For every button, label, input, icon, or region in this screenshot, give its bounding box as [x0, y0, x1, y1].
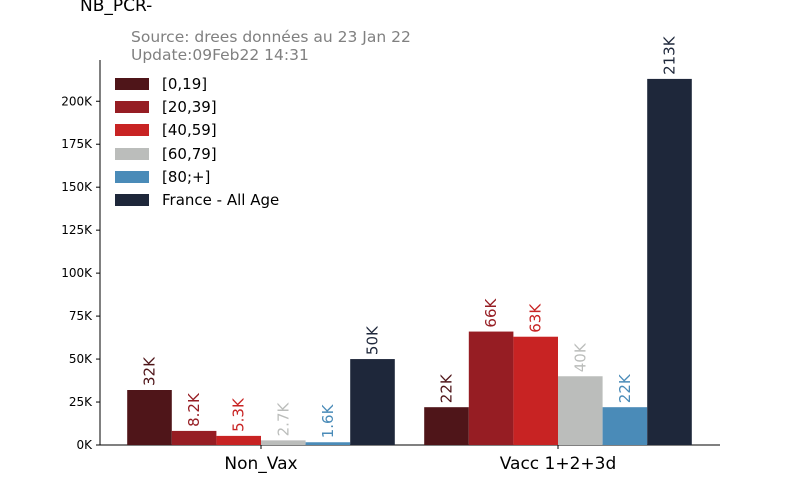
- bar: [647, 78, 692, 445]
- legend-label: [20,39]: [162, 97, 217, 116]
- legend-item: [80;+]: [115, 165, 279, 188]
- y-tick-label: 150K: [61, 180, 93, 194]
- legend-swatch: [115, 147, 149, 160]
- legend-label: [40,59]: [162, 121, 217, 140]
- bar: [513, 336, 558, 445]
- bar-data-label: 32K: [141, 356, 159, 386]
- bar-data-label: 66K: [482, 297, 500, 327]
- legend-swatch: [115, 100, 149, 113]
- bar: [468, 331, 514, 445]
- y-tick-label: 100K: [61, 266, 93, 280]
- legend-swatch: [115, 194, 149, 207]
- bar: [261, 440, 306, 445]
- bar-data-label: 22K: [438, 373, 456, 403]
- bar-data-label: 5.3K: [230, 397, 248, 432]
- y-tick-label: 0K: [76, 438, 93, 452]
- bar-data-label: 40K: [571, 342, 589, 372]
- legend-item: [0,19]: [115, 72, 279, 95]
- bar: [350, 359, 395, 445]
- legend-swatch: [115, 170, 149, 183]
- x-tick-label: Non_Vax: [224, 454, 297, 474]
- legend-swatch: [115, 124, 149, 137]
- legend-label: [0,19]: [162, 74, 208, 93]
- legend-item: [40,59]: [115, 119, 279, 142]
- bar-data-label: 8.2K: [185, 392, 203, 427]
- y-tick-label: 125K: [61, 223, 93, 237]
- bar: [216, 435, 261, 445]
- y-tick-label: 25K: [69, 395, 93, 409]
- bar-data-label: 22K: [616, 373, 634, 403]
- bar-data-label: 213K: [661, 35, 679, 75]
- y-tick-label: 50K: [69, 352, 93, 366]
- legend-item: [60,79]: [115, 142, 279, 165]
- bar: [602, 407, 648, 445]
- y-tick-label: 75K: [69, 309, 93, 323]
- bar: [171, 430, 217, 445]
- bar-data-label: 2.7K: [274, 402, 292, 437]
- legend-item: [20,39]: [115, 95, 279, 118]
- legend-item: France - All Age: [115, 188, 279, 211]
- legend-label: France - All Age: [162, 191, 280, 210]
- legend-label: [80;+]: [162, 167, 211, 186]
- source-line: Source: drees données au 23 Jan 22: [131, 28, 411, 46]
- chart-source: Source: drees données au 23 Jan 22 Updat…: [131, 28, 411, 64]
- y-tick-label: 200K: [61, 94, 93, 108]
- x-tick-label: Vacc 1+2+3d: [500, 454, 617, 474]
- bar-data-label: 63K: [527, 303, 545, 333]
- y-tick-label: 175K: [61, 137, 93, 151]
- bar: [424, 407, 469, 445]
- bar-data-label: 1.6K: [319, 403, 337, 438]
- chart-title: NB_PCR-: [80, 0, 153, 16]
- bar: [558, 376, 603, 445]
- bar: [305, 442, 351, 445]
- update-line: Update:09Feb22 14:31: [131, 46, 309, 64]
- legend-swatch: [115, 77, 149, 90]
- legend-label: [60,79]: [162, 144, 217, 163]
- chart-legend: [0,19] [20,39] [40,59] [60,79] [80;+] France …: [115, 72, 279, 212]
- bar-data-label: 50K: [364, 325, 382, 355]
- bar: [127, 390, 172, 445]
